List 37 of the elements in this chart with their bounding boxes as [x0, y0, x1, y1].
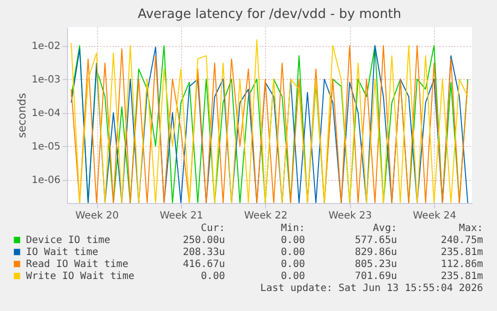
text: 0.00	[200, 271, 225, 282]
legend-label: Read IO Wait time	[26, 259, 128, 270]
text: 577.65u	[354, 235, 397, 246]
y-tick-label: 1e-06	[32, 175, 60, 186]
text: 0.00	[280, 247, 305, 258]
legend-label: Write IO Wait time	[26, 271, 134, 282]
x-tick-label: Week 22	[244, 210, 288, 222]
legend-label: Device IO time	[26, 235, 110, 246]
text: 112.86m	[440, 259, 483, 270]
text: 208.33u	[182, 247, 225, 258]
text: 250.00u	[182, 235, 225, 246]
text: 805.23u	[354, 259, 397, 270]
text: Avg:	[372, 223, 397, 234]
text: 0.00	[280, 235, 305, 246]
x-tick-label: Week 23	[328, 210, 372, 222]
text: Min:	[280, 223, 305, 234]
y-tick-label: 1e-02	[32, 41, 60, 52]
y-tick-label: 1e-05	[32, 142, 60, 153]
text: Last update: Sat Jun 13 15:55:04 2026	[260, 283, 483, 294]
y-tick-label: 1e-03	[32, 74, 60, 86]
text: 0.00	[280, 259, 305, 270]
x-tick-label: Week 21	[160, 210, 204, 222]
text: Cur:	[200, 223, 225, 234]
text: 240.75m	[440, 235, 483, 246]
x-tick-label: Week 20	[75, 210, 119, 222]
text: 235.81m	[440, 247, 483, 258]
text: 829.86u	[354, 247, 397, 258]
text: Max:	[458, 223, 483, 234]
text: 235.81m	[440, 271, 483, 282]
text: 416.67u	[182, 259, 225, 270]
text: 0.00	[280, 271, 305, 282]
y-axis-title: seconds	[16, 92, 29, 138]
x-tick-label: Week 24	[412, 210, 456, 222]
chart-title: Average latency for /dev/vdd - by month	[138, 7, 402, 22]
legend-label: IO Wait time	[26, 247, 98, 258]
text: 701.69u	[354, 271, 397, 282]
y-tick-label: 1e-04	[32, 108, 60, 120]
